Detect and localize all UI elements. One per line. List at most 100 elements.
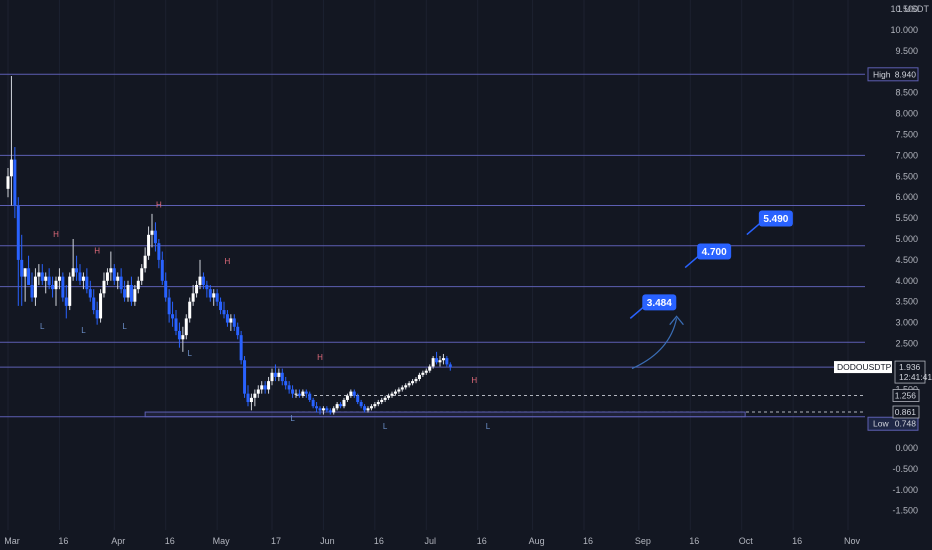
high-marker-label: H (94, 247, 100, 256)
candle-body (184, 318, 188, 336)
candle-body (363, 406, 367, 411)
price-tick-label: 3.500 (895, 297, 918, 307)
projection-arrow[interactable] (631, 318, 678, 370)
price-tick-label: 7.000 (895, 150, 918, 160)
candle-body (150, 230, 154, 235)
candle-body (75, 268, 79, 273)
candle-body (20, 259, 24, 277)
currency-label: 1 USDT (897, 4, 930, 14)
candle-body (297, 393, 301, 396)
candle-body (181, 335, 185, 340)
countdown-timer: 12:41:41 (899, 372, 932, 382)
price-level-tag-value: 1.256 (895, 390, 917, 400)
candle-body (411, 381, 415, 384)
symbol-tag-label: DODOUSDTPERP (837, 362, 909, 372)
candle-body (421, 372, 425, 375)
candle-body (160, 259, 164, 281)
candle-body (51, 284, 55, 290)
low-tag-value: 0.748 (895, 419, 917, 429)
candle-body (352, 391, 356, 396)
price-tick-label: 2.500 (895, 339, 918, 349)
price-tick-label: 8.000 (895, 109, 918, 119)
candle-body (27, 268, 31, 285)
candle-body (136, 280, 140, 290)
candle-body (177, 330, 181, 340)
last-price-value: 1.936 (899, 362, 921, 372)
candle-body (280, 372, 284, 382)
candle-body (13, 159, 17, 206)
time-axis[interactable]: Mar 16 Apr 16 May 17 Jun 16 Jul 16 Aug 16 Sep 16 Oct 16… (4, 536, 860, 546)
candle-body (126, 284, 130, 298)
price-tick-label: 8.500 (895, 88, 918, 98)
price-tick-label: 5.500 (895, 213, 918, 223)
candle-body (78, 272, 82, 281)
candle-body (23, 268, 27, 277)
candle-body (219, 301, 223, 311)
time-tick-label: Aug (529, 536, 545, 546)
symbol-tag[interactable] (834, 361, 892, 374)
candle-body (167, 297, 171, 315)
time-tick-label: Oct (739, 536, 754, 546)
candle-body (232, 318, 236, 327)
candle-body (335, 404, 339, 409)
low-marker-label: L (122, 322, 127, 331)
candle-body (54, 280, 58, 290)
candle-body (95, 310, 99, 319)
target-bubble[interactable] (758, 210, 793, 227)
candle-body (445, 358, 449, 365)
candle-body (260, 385, 264, 390)
candle-body (208, 289, 212, 298)
time-tick-label: 16 (792, 536, 802, 546)
candle-body (215, 293, 219, 302)
price-tick-label: 3.000 (895, 318, 918, 328)
candle-body (308, 393, 312, 400)
candle-body (140, 268, 144, 281)
candle-body (85, 276, 89, 290)
candle-body (37, 272, 41, 277)
price-tick-label: 10.000 (890, 25, 918, 35)
time-tick-label: 17 (271, 536, 281, 546)
high-marker-label: H (225, 257, 231, 266)
high-marker-label: H (53, 230, 59, 239)
candle-body (222, 310, 226, 315)
candle-body (201, 276, 205, 285)
price-axis[interactable]: 1 USDT -1.500 -1.000 -0.500 0.000 2.500 3.000 3… (834, 0, 932, 535)
candle-body (246, 393, 250, 403)
candle-body (301, 391, 305, 396)
candle-body (109, 268, 113, 273)
low-marker-label: L (40, 322, 45, 331)
target-bubble[interactable] (697, 243, 732, 260)
high-marker-label: H (317, 353, 323, 362)
candle-body (277, 372, 281, 377)
candle-body (315, 406, 319, 409)
candle-body (129, 284, 133, 302)
low-tag-label: Low (873, 419, 889, 429)
candle-body (191, 293, 195, 302)
candle-body (294, 393, 298, 395)
candle-body (33, 276, 37, 298)
candle-body (195, 284, 199, 294)
target-bubble[interactable] (642, 294, 677, 311)
high-tag (867, 67, 919, 82)
candle-body (147, 234, 151, 256)
candle-body (123, 289, 127, 298)
low-marker-label: L (290, 414, 295, 423)
candle-body (349, 391, 353, 396)
candle-body (133, 289, 137, 302)
high-tag-label: High (873, 69, 891, 79)
time-tick-label: 16 (165, 536, 175, 546)
candle-body (239, 335, 243, 361)
support-zone[interactable] (144, 411, 746, 418)
target-pointer (684, 254, 700, 269)
candle-body (273, 372, 277, 377)
price-tick-label: 6.000 (895, 192, 918, 202)
candle-body (171, 314, 175, 319)
candle-body (332, 408, 336, 413)
candle-body (47, 276, 51, 285)
candle-body (321, 408, 325, 411)
candle-body (198, 276, 202, 285)
candle-body (311, 399, 315, 407)
candle-body (229, 318, 233, 323)
candles (6, 75, 452, 415)
